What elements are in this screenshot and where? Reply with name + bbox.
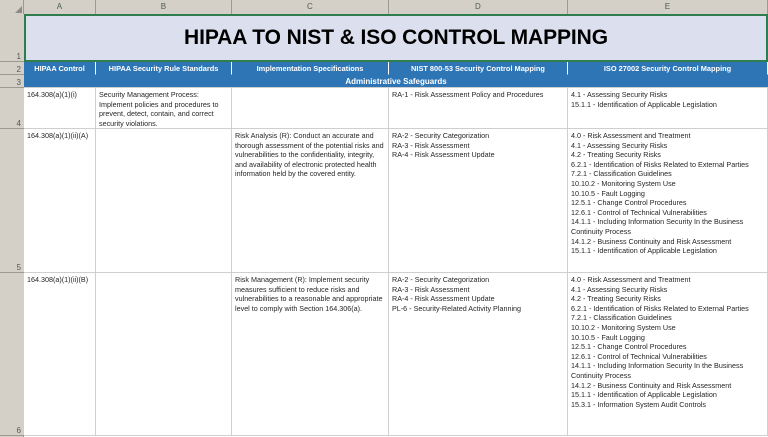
column-header-e[interactable]: E (568, 0, 768, 14)
row-header-2-label: 2 (16, 65, 21, 74)
cell-implementation-specs[interactable] (232, 88, 389, 129)
sheet-row-2: HIPAA Control HIPAA Security Rule Standa… (24, 62, 768, 75)
row-header-3-label: 3 (16, 78, 21, 87)
column-header-a[interactable]: A (24, 0, 96, 14)
cell-nist-mapping[interactable]: RA-2 - Security Categorization RA-3 - Ri… (389, 273, 568, 436)
cell-security-rule[interactable]: Security Management Process: Implement p… (96, 88, 232, 129)
row-header-5-label: 5 (16, 263, 21, 272)
cell-hipaa-control[interactable]: 164.308(a)(1)(ii)(A) (24, 129, 96, 273)
cell-implementation-specs[interactable]: Risk Management (R): Implement security … (232, 273, 389, 436)
cell-security-rule[interactable] (96, 273, 232, 436)
cell-iso-mapping[interactable]: 4.0 - Risk Assessment and Treatment 4.1 … (568, 273, 768, 436)
sheet-row-3: Administrative Safeguards (24, 75, 768, 88)
table-header-iso-mapping[interactable]: ISO 27002 Security Control Mapping (568, 62, 768, 75)
grid-body: HIPAA TO NIST & ISO CONTROL MAPPING HIPA… (24, 14, 768, 437)
table-row: 164.308(a)(1)(i) Security Management Pro… (24, 88, 768, 129)
row-header-strip: 1 2 3 4 5 6 (0, 14, 24, 437)
row-header-3[interactable]: 3 (0, 75, 24, 88)
sheet-row-1: HIPAA TO NIST & ISO CONTROL MAPPING (24, 14, 768, 62)
row-header-1-label: 1 (16, 52, 21, 61)
column-header-c[interactable]: C (232, 0, 389, 14)
cell-nist-mapping[interactable]: RA-2 - Security Categorization RA-3 - Ri… (389, 129, 568, 273)
table-header-security-rule[interactable]: HIPAA Security Rule Standards (96, 62, 232, 75)
select-all-triangle-icon (15, 6, 22, 13)
cell-implementation-specs[interactable]: Risk Analysis (R): Conduct an accurate a… (232, 129, 389, 273)
cell-iso-mapping[interactable]: 4.1 - Assessing Security Risks 15.1.1 - … (568, 88, 768, 129)
cell-hipaa-control[interactable]: 164.308(a)(1)(i) (24, 88, 96, 129)
row-header-1[interactable]: 1 (0, 14, 24, 62)
cell-hipaa-control[interactable]: 164.308(a)(1)(ii)(B) (24, 273, 96, 436)
table-header-hipaa-control[interactable]: HIPAA Control (24, 62, 96, 75)
cell-iso-mapping[interactable]: 4.0 - Risk Assessment and Treatment 4.1 … (568, 129, 768, 273)
column-header-b[interactable]: B (96, 0, 232, 14)
table-row: 164.308(a)(1)(ii)(A) Risk Analysis (R): … (24, 129, 768, 273)
table-header-nist-mapping[interactable]: NIST 800-53 Security Control Mapping (389, 62, 568, 75)
row-header-5[interactable]: 5 (0, 129, 24, 273)
select-all-corner[interactable] (0, 0, 24, 14)
page-title[interactable]: HIPAA TO NIST & ISO CONTROL MAPPING (24, 14, 768, 62)
row-header-6-label: 6 (16, 426, 21, 435)
section-banner-administrative-safeguards[interactable]: Administrative Safeguards (24, 75, 768, 88)
column-header-d[interactable]: D (389, 0, 568, 14)
row-header-2[interactable]: 2 (0, 62, 24, 75)
column-header-strip: A B C D E (0, 0, 768, 14)
row-header-4[interactable]: 4 (0, 88, 24, 129)
table-header-implementation-specs[interactable]: Implementation Specifications (232, 62, 389, 75)
cell-nist-mapping[interactable]: RA-1 - Risk Assessment Policy and Proced… (389, 88, 568, 129)
row-header-6[interactable]: 6 (0, 273, 24, 436)
table-row: 164.308(a)(1)(ii)(B) Risk Management (R)… (24, 273, 768, 436)
row-header-4-label: 4 (16, 119, 21, 128)
cell-security-rule[interactable] (96, 129, 232, 273)
